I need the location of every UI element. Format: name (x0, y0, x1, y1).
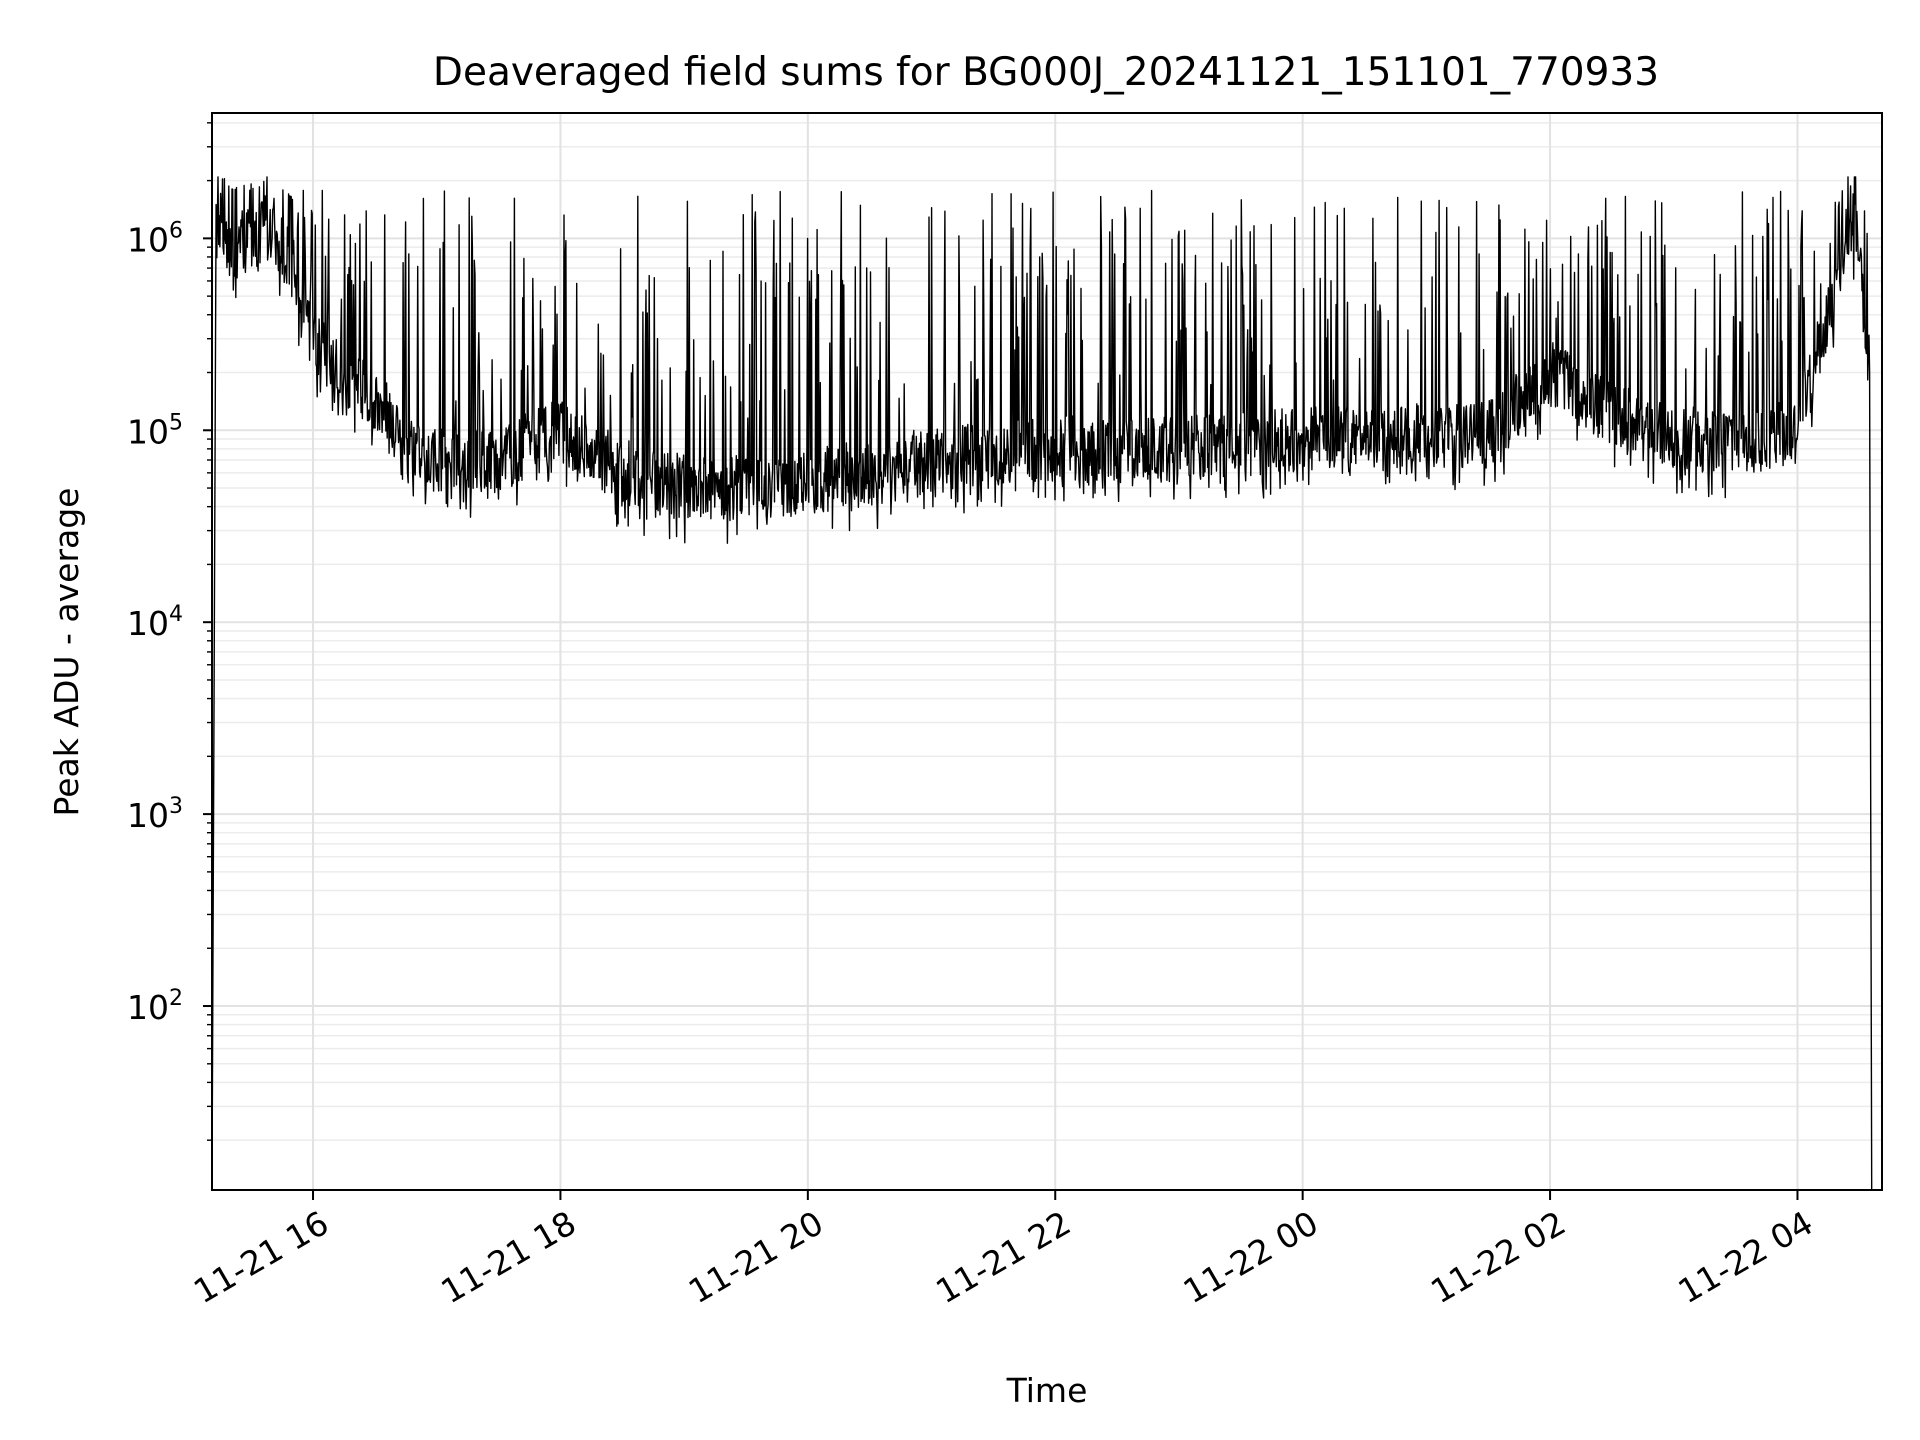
y-tick-label-exp: 5 (169, 410, 183, 435)
y-tick-label-exp: 6 (169, 218, 183, 243)
y-tick-label: 103 (127, 794, 183, 835)
chart-title: Deaveraged field sums for BG000J_2024112… (433, 50, 1659, 95)
x-tick-label: 11-21 18 (434, 1203, 582, 1311)
y-tick-label-base: 10 (127, 604, 169, 643)
x-tick-label: 11-21 20 (682, 1203, 830, 1311)
y-tick-label-base: 10 (127, 796, 169, 835)
y-tick-label: 106 (127, 218, 183, 259)
y-tick-label-base: 10 (127, 220, 169, 259)
x-axis: 11-21 16 11-21 18 11-21 20 11-21 22 11-22 00… (187, 1190, 1819, 1311)
x-tick-label: 11-21 16 (187, 1203, 335, 1311)
series-layer (211, 176, 1873, 1191)
y-tick-label-base: 10 (127, 412, 169, 451)
y-axis-label: Peak ADU - average (47, 488, 86, 817)
y-tick-label: 105 (127, 410, 183, 451)
y-tick-label: 102 (127, 986, 183, 1027)
grid (212, 113, 1882, 1190)
x-tick-label: 11-21 22 (929, 1203, 1077, 1311)
y-tick-label-exp: 4 (169, 602, 183, 627)
y-tick-label-exp: 2 (169, 986, 183, 1011)
y-tick-label-exp: 3 (169, 794, 183, 819)
x-tick-label: 11-22 02 (1424, 1203, 1572, 1311)
y-tick-label: 104 (127, 602, 183, 643)
x-tick-label: 11-22 00 (1177, 1203, 1325, 1311)
y-tick-label-base: 10 (127, 988, 169, 1027)
series-line-0 (211, 176, 1873, 1191)
x-axis-label: Time (1006, 1371, 1088, 1410)
x-tick-label: 11-22 04 (1671, 1203, 1819, 1311)
